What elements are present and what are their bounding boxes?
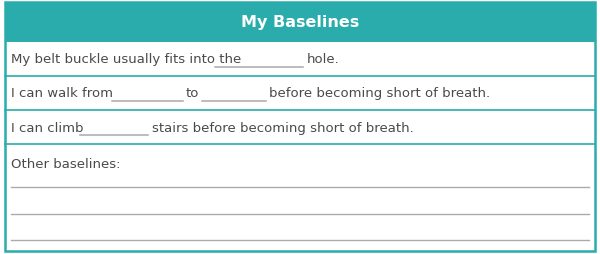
Text: stairs before becoming short of breath.: stairs before becoming short of breath.: [152, 121, 413, 134]
Text: before becoming short of breath.: before becoming short of breath.: [269, 87, 491, 100]
Text: I can climb: I can climb: [11, 121, 83, 134]
Text: My Baselines: My Baselines: [241, 15, 359, 30]
Text: My belt buckle usually fits into the: My belt buckle usually fits into the: [11, 53, 241, 66]
Text: I can walk from: I can walk from: [11, 87, 113, 100]
Bar: [5, 3, 595, 42]
Text: Other baselines:: Other baselines:: [11, 157, 120, 170]
Text: to: to: [186, 87, 199, 100]
Text: hole.: hole.: [307, 53, 340, 66]
